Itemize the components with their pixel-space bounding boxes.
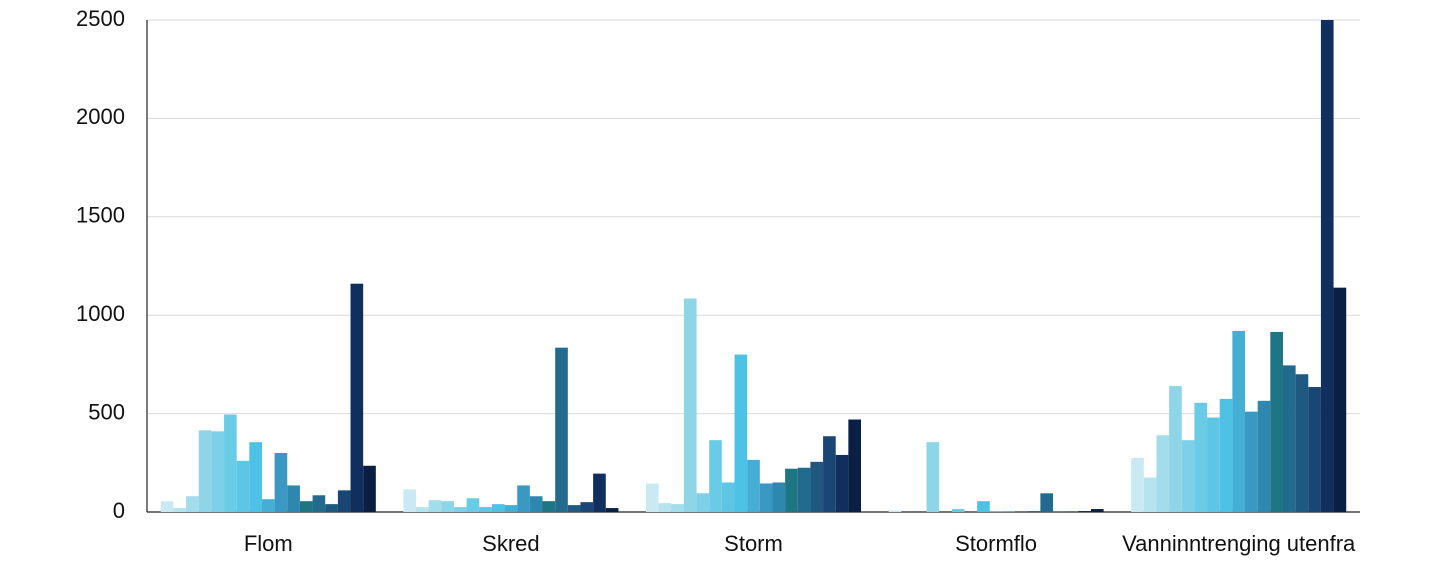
bar [1194,402,1208,512]
bar [299,501,313,512]
bar [453,507,467,512]
bar [580,502,594,512]
bar [696,493,710,512]
bar [747,459,760,512]
bar [261,499,275,512]
bar [350,283,364,512]
bar [236,460,250,512]
bar [1207,417,1220,512]
bar [785,468,798,512]
y-tick-label: 2000 [76,104,125,129]
x-tick-label: Vanninntrenging utenfra [1122,531,1356,556]
bar [186,496,199,512]
bar [683,298,697,512]
bar [428,500,442,512]
bar [1027,511,1041,512]
bar [1270,331,1283,512]
bar [1320,20,1334,512]
bar [848,419,862,512]
y-tick-label: 500 [88,399,125,424]
bar [951,509,965,512]
bar [1232,330,1246,512]
bar [1333,287,1347,512]
bar [1053,511,1066,512]
bar [274,452,288,512]
bar [1131,457,1144,512]
bar [1078,511,1091,512]
bar [211,431,225,512]
bar [224,414,237,512]
bar [173,508,187,512]
bar [772,482,786,512]
bar [542,501,556,512]
x-tick-label: Flom [244,531,293,556]
bar [403,489,417,512]
bar [567,505,581,512]
bar [517,485,530,512]
bar [287,485,300,512]
bar [441,501,454,512]
x-tick-label: Stormflo [955,531,1037,556]
bar [363,465,376,512]
x-tick-label: Storm [724,531,783,556]
bar [312,495,326,512]
bar [1257,400,1271,512]
bar [810,461,824,512]
bar [249,442,262,512]
x-tick-label: Skred [482,531,539,556]
bar [888,510,902,512]
bar [1090,509,1104,512]
bar [1219,398,1233,512]
bar [1282,365,1296,512]
bar [160,501,174,512]
bar [198,430,212,512]
bar [1143,477,1157,512]
bar [926,442,940,512]
y-tick-label: 1000 [76,301,125,326]
bar [734,354,748,512]
bar [1245,411,1258,512]
bar [759,483,773,512]
bar [529,496,543,512]
bar [416,507,429,512]
y-tick-label: 1500 [76,203,125,228]
bar [709,440,722,512]
bar [823,436,836,512]
bar [1295,374,1309,512]
bar [479,507,492,512]
bar [835,454,849,512]
y-tick-label: 2500 [76,6,125,31]
bar [337,490,351,512]
bar [797,467,811,512]
bar [989,511,1003,512]
bar [721,482,735,512]
bar [325,504,338,512]
bar [605,508,619,512]
bar [504,505,518,512]
bar [555,347,568,512]
bar [1156,435,1170,512]
bar [491,504,505,512]
bar [658,503,672,512]
bar [1065,511,1079,512]
bar [1169,386,1182,512]
bar [1308,387,1321,512]
bar [1040,493,1054,512]
y-tick-label: 0 [113,498,125,523]
bar [593,473,606,512]
bar [671,504,684,512]
bar [1181,440,1195,512]
bar [977,501,990,512]
bar [1002,511,1016,512]
bar [466,498,480,512]
bar [645,483,659,512]
